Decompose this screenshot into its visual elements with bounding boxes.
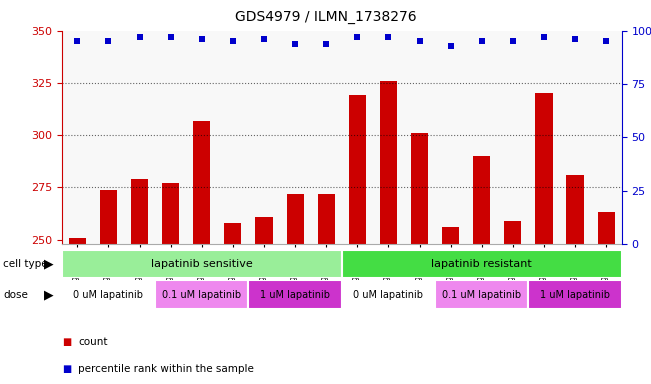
Bar bbox=[566, 175, 583, 244]
Text: 1 uM lapatinib: 1 uM lapatinib bbox=[540, 290, 610, 300]
Text: dose: dose bbox=[3, 290, 28, 300]
Bar bbox=[318, 194, 335, 244]
Point bbox=[197, 36, 207, 42]
Bar bbox=[342, 280, 435, 309]
Point bbox=[165, 34, 176, 40]
Text: ▶: ▶ bbox=[44, 257, 53, 270]
Bar bbox=[286, 194, 303, 244]
Text: 0.1 uM lapatinib: 0.1 uM lapatinib bbox=[442, 290, 521, 300]
Text: count: count bbox=[78, 337, 107, 347]
Bar bbox=[529, 280, 622, 309]
Point bbox=[104, 38, 114, 45]
Point bbox=[134, 34, 145, 40]
Point bbox=[383, 34, 394, 40]
Point bbox=[601, 38, 611, 45]
Text: 0.1 uM lapatinib: 0.1 uM lapatinib bbox=[162, 290, 242, 300]
Text: lapatinib resistant: lapatinib resistant bbox=[432, 259, 532, 269]
Point bbox=[228, 38, 238, 45]
Text: cell type: cell type bbox=[3, 259, 48, 269]
Bar bbox=[598, 212, 615, 244]
Bar bbox=[255, 217, 273, 244]
Point bbox=[321, 40, 331, 46]
Bar bbox=[435, 280, 529, 309]
Text: ■: ■ bbox=[62, 337, 71, 347]
Point bbox=[414, 38, 424, 45]
Text: ▶: ▶ bbox=[44, 288, 53, 301]
Bar bbox=[100, 190, 117, 244]
Text: GDS4979 / ILMN_1738276: GDS4979 / ILMN_1738276 bbox=[235, 10, 416, 23]
Point bbox=[72, 38, 83, 45]
Bar bbox=[473, 156, 490, 244]
Bar bbox=[155, 280, 249, 309]
Text: 1 uM lapatinib: 1 uM lapatinib bbox=[260, 290, 330, 300]
Point bbox=[539, 34, 549, 40]
Bar bbox=[442, 227, 459, 244]
Bar bbox=[225, 223, 242, 244]
Text: ■: ■ bbox=[62, 364, 71, 374]
Bar bbox=[505, 221, 521, 244]
Bar bbox=[131, 179, 148, 244]
Bar bbox=[349, 96, 366, 244]
Bar bbox=[62, 280, 155, 309]
Point bbox=[290, 40, 300, 46]
Point bbox=[445, 43, 456, 49]
Point bbox=[508, 38, 518, 45]
Text: 0 uM lapatinib: 0 uM lapatinib bbox=[74, 290, 143, 300]
Point bbox=[259, 36, 270, 42]
Text: lapatinib sensitive: lapatinib sensitive bbox=[151, 259, 253, 269]
Bar bbox=[411, 133, 428, 244]
Text: 0 uM lapatinib: 0 uM lapatinib bbox=[353, 290, 423, 300]
Bar bbox=[535, 93, 553, 244]
Bar bbox=[249, 280, 342, 309]
Bar bbox=[69, 238, 86, 244]
Bar bbox=[193, 121, 210, 244]
Point bbox=[352, 34, 363, 40]
Point bbox=[570, 36, 580, 42]
Text: percentile rank within the sample: percentile rank within the sample bbox=[78, 364, 254, 374]
Point bbox=[477, 38, 487, 45]
Bar bbox=[162, 183, 179, 244]
Bar bbox=[62, 250, 342, 278]
Bar bbox=[380, 81, 397, 244]
Bar bbox=[342, 250, 622, 278]
